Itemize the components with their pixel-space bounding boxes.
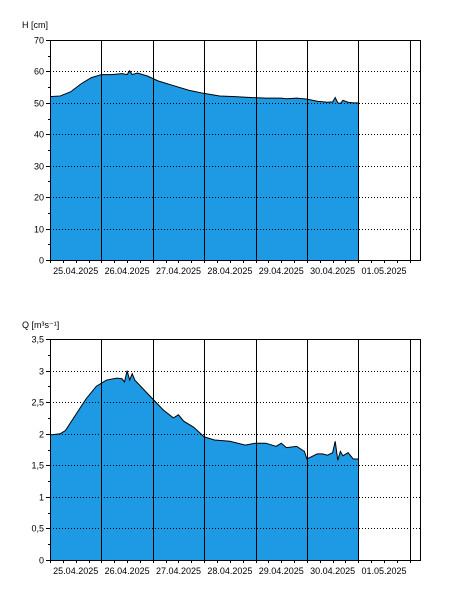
x-tick-label: 28.04.2025 — [207, 566, 252, 576]
x-tick-label: 30.04.2025 — [310, 566, 355, 576]
y-axis-label: H [cm] — [22, 20, 48, 30]
x-tick-label: 25.04.2025 — [53, 566, 98, 576]
y-tick-label: 1 — [39, 493, 44, 503]
x-tick-label: 01.05.2025 — [361, 566, 406, 576]
y-tick-label: 3 — [39, 367, 44, 377]
y-tick-label: 3,5 — [31, 335, 44, 345]
y-tick-label: 40 — [34, 130, 44, 140]
y-tick-label: 2,5 — [31, 398, 44, 408]
y-tick-label: 20 — [34, 193, 44, 203]
x-tick-label: 27.04.2025 — [156, 266, 201, 276]
y-tick-label: 10 — [34, 225, 44, 235]
y-axis-label: Q [m³s⁻¹] — [22, 320, 59, 330]
x-tick-label: 25.04.2025 — [53, 266, 98, 276]
plot-frame — [50, 40, 421, 261]
y-tick-label: 30 — [34, 162, 44, 172]
x-tick-label: 26.04.2025 — [105, 566, 150, 576]
x-tick-label: 29.04.2025 — [259, 566, 304, 576]
y-tick-label: 0,5 — [31, 524, 44, 534]
y-tick-label: 70 — [34, 36, 44, 46]
line-series-1 — [49, 370, 359, 461]
line-series-1 — [49, 69, 359, 105]
x-tick-label: 30.04.2025 — [310, 266, 355, 276]
chart-2: 0 0,5 1 1,5 2 2,5 3 3,5 25.04.2025 26.04.2025 27.0… — [22, 320, 421, 576]
y-tick-label: 0 — [39, 256, 44, 266]
plot-frame — [50, 339, 421, 561]
y-tick-label: 2 — [39, 430, 44, 440]
x-tick-label: 01.05.2025 — [361, 266, 406, 276]
y-tick-label: 60 — [34, 67, 44, 77]
y-tick-label: 50 — [34, 99, 44, 109]
x-tick-label: 28.04.2025 — [207, 266, 252, 276]
y-tick-label: 1,5 — [31, 461, 44, 471]
y-tick-label: 0 — [39, 556, 44, 566]
x-tick-label: 27.04.2025 — [156, 566, 201, 576]
x-tick-label: 29.04.2025 — [259, 266, 304, 276]
x-tick-label: 26.04.2025 — [105, 266, 150, 276]
chart-1: 0 10 20 30 40 50 60 70 25.04.2025 26.04.2025 27.04… — [22, 20, 421, 276]
